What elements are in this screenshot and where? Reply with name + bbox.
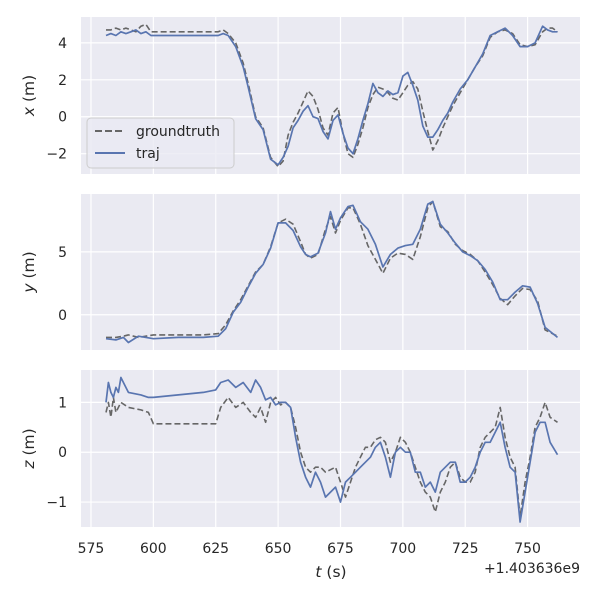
y-tick-label: 0 [58,445,67,461]
x-tick-label: 650 [265,541,292,557]
y-axis-label-unit: (m) [20,251,38,283]
x-tick-label: 575 [78,541,105,557]
x-tick-label: 600 [140,541,167,557]
subplots: 4 2 0 −2 x (m) 5 0 y (m) 1 0 −1 z (m) [20,17,580,527]
x-tick-labels: 575 600 625 650 675 700 725 750 [78,541,541,557]
legend-box [86,117,235,169]
plot-area [81,194,580,350]
subplot-y: 5 0 y (m) [20,194,580,350]
y-tick-label: 2 [58,73,67,89]
y-tick-label: 1 [58,395,67,411]
y-tick-label: 0 [58,110,67,126]
x-offset-label: +1.403636e9 [484,561,580,577]
legend-traj-label: traj [136,146,160,162]
x-tick-label: 625 [202,541,229,557]
y-tick-label: 5 [58,245,67,261]
y-tick-label: −1 [46,495,67,511]
y-axis-label-var: z [20,460,38,470]
y-tick-label: 0 [58,308,67,324]
series-line-traj [105,25,558,166]
x-axis-label-var: t [315,563,322,581]
y-axis-label-z: z (m) [20,428,38,469]
y-axis-label-unit: (m) [20,428,38,460]
series-line-groundtruth [106,200,558,339]
legend: groundtruth traj [86,117,235,169]
y-tick-label: 4 [58,36,67,52]
x-tick-label: 725 [452,541,479,557]
series-line-groundtruth [105,396,558,518]
subplot-z: 1 0 −1 z (m) [20,370,580,527]
y-axis-label-unit: (m) [20,75,38,107]
x-axis-label-unit: (s) [321,563,346,581]
x-axis-label: t (s) [315,563,346,581]
y-axis-label-var: x [20,106,38,117]
series-line-traj [105,376,559,523]
y-axis-label-y: y (m) [20,251,38,293]
x-tick-label: 675 [327,541,354,557]
series-line-traj [105,200,559,344]
x-tick-label: 750 [514,541,541,557]
legend-groundtruth-label: groundtruth [136,124,220,140]
x-tick-label: 700 [389,541,416,557]
y-axis-label-var: y [20,283,38,294]
y-axis-label-x: x (m) [20,75,38,117]
y-tick-label: −2 [46,147,67,163]
